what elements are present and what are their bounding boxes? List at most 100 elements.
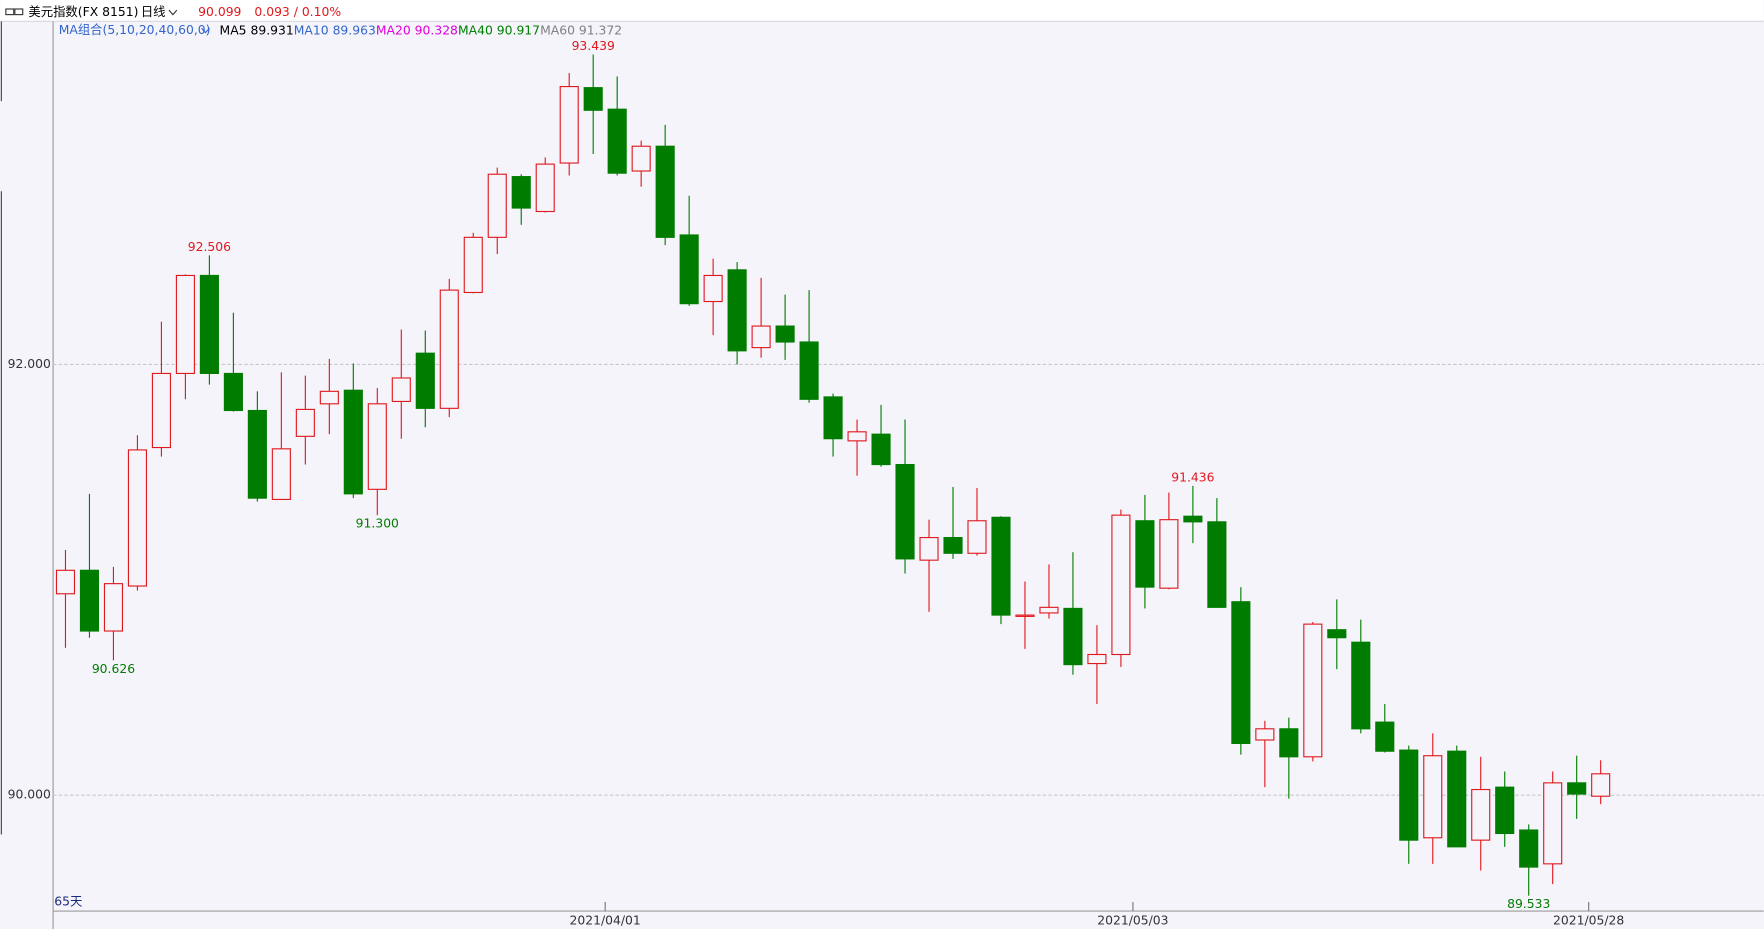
candle-body [391,377,411,403]
candle-body [247,409,267,499]
candle-body [847,431,867,442]
candle-body [343,389,363,495]
low-label: 91.300 [356,517,399,531]
dropdown-arrow[interactable] [201,27,210,34]
span-label: 65天 [54,895,82,909]
candle-body [199,274,219,375]
candle-body [151,372,171,449]
ma-legend: MA5 89.931 [220,23,294,37]
symbol-title[interactable]: 美元指数(FX 8151) [28,4,138,19]
y-tick-label: 90.000 [8,788,51,802]
candle-body [1231,601,1251,745]
x-tick-label: 2021/04/01 [570,914,641,928]
ma-value: 90.917 [497,23,540,37]
price-change: 0.093 / 0.10% [254,5,341,19]
candle-body [1063,607,1083,666]
candle-body [79,569,100,632]
layout-icon[interactable] [5,8,24,16]
period-select[interactable]: 日线 [141,5,166,19]
candle-body [103,583,124,632]
candle-body [1375,721,1395,752]
candle-body [655,145,675,238]
icon-part [14,8,24,16]
ma-legend: MA10 89.963 [294,23,376,37]
candle-body [1351,641,1371,730]
candle-body [919,536,939,561]
candle-body [967,520,987,554]
candle-body [55,569,76,595]
candle-body [511,176,531,209]
candle-body [703,274,723,303]
ma-label: MA5 [220,23,247,37]
x-axis-band [0,911,1764,929]
high-label: 92.506 [188,240,231,254]
candle-body [1399,749,1419,841]
ma-legend: MA40 90.917 [458,23,540,37]
candle-body [1087,653,1107,665]
candle-body [1159,519,1179,589]
candle-body [895,463,915,560]
candle-body [1471,788,1491,841]
ma-label: MA20 [376,23,411,37]
candle-body [1039,606,1059,614]
candle-body [1303,623,1323,758]
candle-body [799,341,819,400]
candle-body [1567,782,1587,795]
candle-body [1111,514,1131,656]
candle-body [1183,515,1203,523]
candle-body [127,449,147,587]
candle-body [271,448,291,500]
ma-label: MA60 [540,23,575,37]
ma-value: 89.931 [250,23,293,37]
candle-body [1495,786,1515,835]
candle-body [1519,829,1539,868]
last-price: 90.099 [198,5,241,19]
low-label: 90.626 [92,662,135,676]
candle-body [943,536,963,554]
ma-label: MA40 [458,23,493,37]
high-label: 91.436 [1171,470,1214,484]
x-tick-label: 2021/05/03 [1097,914,1168,928]
candle-body [823,396,843,440]
candle-body [1423,755,1443,839]
candle-body [559,86,579,164]
x-tick-label: 2021/05/28 [1553,914,1624,928]
candle-body [727,269,747,352]
candle-body [1447,750,1467,848]
candle-body [439,289,459,409]
candle-body [415,352,435,409]
candle-body [991,516,1011,616]
icon-part [5,8,15,16]
ma-value: 89.963 [333,23,376,37]
ma-value: 90.328 [415,23,458,37]
candle-body [367,403,387,490]
ma-label: MA10 [294,23,329,37]
candle-body [1207,521,1227,608]
ma-legend: MA20 90.328 [376,23,458,37]
candle-body [583,87,603,111]
candle-body [1135,520,1155,588]
candle-body [775,325,795,343]
header-bar [0,0,1764,22]
candle-body [319,390,339,405]
y-tick-label: 92.000 [8,357,51,371]
candle-body [487,173,507,238]
candle-body [535,163,555,213]
candle-body [1327,629,1347,639]
ma-group[interactable]: MA组合(5,10,20,40,60,0) [59,22,211,37]
candle-body [295,408,315,437]
low-label: 89.533 [1507,897,1550,911]
candle-body [1255,728,1275,741]
ma-legend: MA60 91.372 [540,23,622,37]
candle-body [223,372,243,412]
candle-body [1015,614,1035,617]
candle-body [1279,728,1299,758]
ma-value: 91.372 [579,23,622,37]
candle-body [1591,773,1611,797]
candle-body [751,325,771,349]
dropdown-arrow[interactable] [168,9,178,16]
candle-body [607,108,627,174]
candle-body [871,433,891,466]
